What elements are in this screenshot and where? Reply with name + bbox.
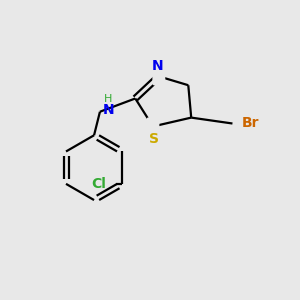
Text: N: N — [102, 103, 114, 117]
Text: Cl: Cl — [91, 177, 106, 191]
Text: S: S — [148, 132, 158, 146]
Text: H: H — [104, 94, 112, 104]
Text: N: N — [152, 59, 163, 73]
Text: Br: Br — [241, 116, 259, 130]
